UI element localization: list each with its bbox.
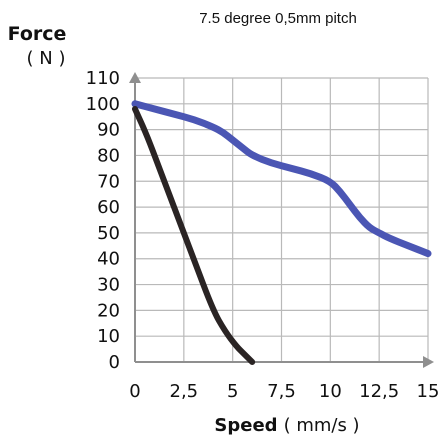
series-lines [131, 100, 432, 365]
grid [135, 77, 429, 362]
x-tick-label: 0 [129, 381, 140, 402]
x-tick-label: 15 [417, 381, 440, 402]
x-tick-label: 2,5 [170, 381, 199, 402]
chart-title: 7.5 degree 0,5mm pitch [199, 10, 357, 27]
y-tick-label: 70 [97, 171, 120, 192]
y-axis-label: Force [8, 23, 67, 45]
y-tick-label: 60 [97, 197, 120, 218]
series-line-1 [131, 100, 432, 258]
y-tick-label: 100 [86, 94, 120, 115]
x-tick-labels: 0 2,5 5 7,5 10 12,5 15 [129, 381, 439, 402]
axes [129, 72, 434, 368]
y-tick-label: 80 [97, 145, 120, 166]
y-tick-labels: 0 10 20 30 40 50 60 70 80 90 100 110 [86, 68, 120, 373]
x-tick-label: 7,5 [267, 381, 296, 402]
x-tick-label: 5 [227, 381, 238, 402]
y-axis-unit: ( N ) [27, 48, 66, 69]
y-tick-label: 20 [97, 300, 120, 321]
x-tick-label: 12,5 [359, 381, 399, 402]
y-tick-label: 30 [97, 275, 120, 296]
x-axis-title: Speed ( mm/s ) [214, 415, 359, 436]
series-line-2 [132, 105, 256, 365]
y-tick-label: 90 [97, 120, 120, 141]
y-tick-label: 0 [109, 352, 120, 373]
y-tick-label: 10 [97, 326, 120, 347]
y-tick-label: 50 [97, 223, 120, 244]
y-tick-label: 110 [86, 68, 120, 89]
x-axis-label: Speed [214, 415, 277, 436]
y-axis-arrow-icon [129, 72, 141, 83]
x-axis-unit: ( mm/s ) [284, 415, 360, 436]
x-tick-label: 10 [319, 381, 342, 402]
y-tick-label: 40 [97, 249, 120, 270]
x-axis-arrow-icon [423, 356, 434, 368]
